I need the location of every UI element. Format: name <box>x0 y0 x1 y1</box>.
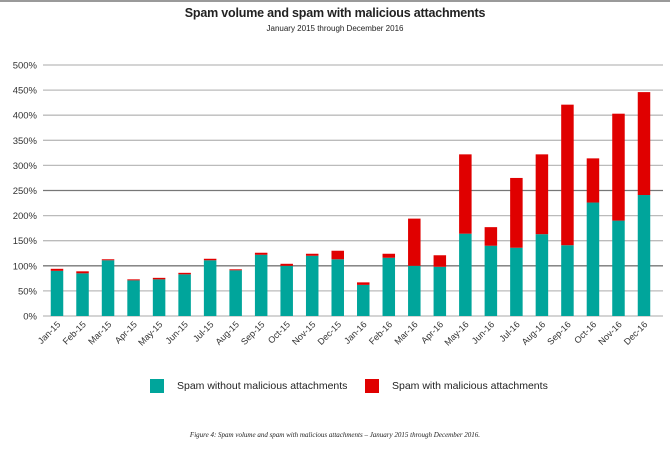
bar-with-malicious <box>357 282 370 285</box>
y-tick-label: 400% <box>13 111 38 122</box>
y-tick-label: 200% <box>13 211 38 222</box>
bar-without-malicious <box>203 260 217 316</box>
bar-without-malicious <box>637 195 651 316</box>
bar-with-malicious <box>484 227 498 246</box>
bar-without-malicious <box>254 254 268 316</box>
bar-without-malicious <box>76 273 89 316</box>
bar-without-malicious <box>535 234 549 316</box>
bar-with-malicious <box>331 250 344 260</box>
bar-without-malicious <box>561 245 574 316</box>
bar-with-malicious <box>50 268 64 271</box>
bar-with-malicious <box>254 252 268 255</box>
bar-without-malicious <box>50 270 64 316</box>
bar-with-malicious <box>510 177 523 248</box>
y-tick-label: 150% <box>13 236 38 247</box>
x-tick-label: Nov-15 <box>290 319 318 347</box>
x-tick-label: May-15 <box>136 319 164 347</box>
bar-with-malicious <box>586 158 600 203</box>
bar-with-malicious <box>561 104 574 246</box>
chart-subtitle: January 2015 through December 2016 <box>266 24 404 33</box>
bar-without-malicious <box>459 233 472 316</box>
legend-label: Spam without malicious attachments <box>177 380 348 392</box>
x-tick-label: Jan-15 <box>36 319 63 346</box>
bar-without-malicious <box>280 265 293 316</box>
bar-without-malicious <box>305 255 319 316</box>
x-tick-label: Mar-16 <box>392 319 419 346</box>
bar-with-malicious <box>305 253 319 256</box>
x-tick-label: Jan-16 <box>342 319 369 346</box>
bar-with-malicious <box>382 253 396 258</box>
bar-with-malicious <box>101 259 115 261</box>
bar-with-malicious <box>229 269 242 271</box>
y-tick-label: 250% <box>13 186 38 197</box>
bar-with-malicious <box>612 113 625 221</box>
x-tick-label: Oct-16 <box>572 319 598 345</box>
legend-item-with-malicious: Spam with malicious attachments <box>365 379 548 393</box>
legend-swatch-red <box>365 379 379 393</box>
x-tick-label: Sep-15 <box>239 319 267 347</box>
x-tick-label: Apr-15 <box>113 319 139 345</box>
x-tick-label: May-16 <box>442 319 470 347</box>
bar-without-malicious <box>433 266 447 316</box>
legend-label: Spam with malicious attachments <box>392 380 548 392</box>
bar-without-malicious <box>586 202 600 316</box>
x-tick-label: Jul-16 <box>497 319 521 343</box>
bar-without-malicious <box>408 265 421 316</box>
bar-without-malicious <box>229 270 242 316</box>
bar-with-malicious <box>178 272 191 275</box>
x-tick-label: Oct-15 <box>266 319 292 345</box>
bar-with-malicious <box>127 279 140 281</box>
bar-with-malicious <box>408 218 421 266</box>
y-tick-label: 500% <box>13 61 38 72</box>
x-tick-label: Feb-15 <box>61 319 88 346</box>
chart-title: Spam volume and spam with malicious atta… <box>184 6 486 20</box>
y-tick-label: 300% <box>13 161 38 172</box>
y-tick-label: 450% <box>13 86 38 97</box>
bar-with-malicious <box>152 277 166 280</box>
bar-without-malicious <box>178 274 191 316</box>
x-tick-label: Feb-16 <box>367 319 394 346</box>
legend-item-without-malicious: Spam without malicious attachments <box>150 379 347 393</box>
x-tick-label: Dec-15 <box>316 319 344 347</box>
bar-without-malicious <box>331 259 344 316</box>
x-tick-label: Aug-16 <box>520 319 548 347</box>
x-tick-label: Aug-15 <box>213 319 241 347</box>
y-tick-label: 50% <box>18 286 38 297</box>
bar-without-malicious <box>152 279 166 316</box>
bar-with-malicious <box>203 258 217 261</box>
y-tick-label: 100% <box>13 261 38 272</box>
bar-with-malicious <box>459 154 472 234</box>
x-tick-label: Jul-15 <box>191 319 215 343</box>
x-tick-label: Nov-16 <box>596 319 624 347</box>
x-tick-label: Jun-15 <box>163 319 190 346</box>
bar-without-malicious <box>127 280 140 316</box>
bar-without-malicious <box>484 245 498 316</box>
bar-with-malicious <box>535 154 549 235</box>
y-tick-label: 350% <box>13 136 38 147</box>
bar-without-malicious <box>357 284 370 316</box>
bar-with-malicious <box>280 263 293 266</box>
bar-without-malicious <box>101 260 115 316</box>
bar-with-malicious <box>433 255 447 267</box>
top-border <box>0 0 670 2</box>
x-tick-label: Apr-16 <box>419 319 445 345</box>
x-tick-label: Dec-16 <box>622 319 650 347</box>
legend-swatch-teal <box>150 379 164 393</box>
bar-with-malicious <box>637 92 651 196</box>
x-tick-label: Mar-15 <box>86 319 113 346</box>
bar-with-malicious <box>76 271 89 274</box>
bar-without-malicious <box>382 257 396 316</box>
figure-caption: Figure 4: Spam volume and spam with mali… <box>189 431 481 439</box>
x-tick-label: Sep-16 <box>545 319 573 347</box>
bar-without-malicious <box>612 220 625 316</box>
y-tick-label: 0% <box>23 312 37 323</box>
bar-without-malicious <box>510 247 523 316</box>
x-tick-label: Jun-16 <box>470 319 497 346</box>
